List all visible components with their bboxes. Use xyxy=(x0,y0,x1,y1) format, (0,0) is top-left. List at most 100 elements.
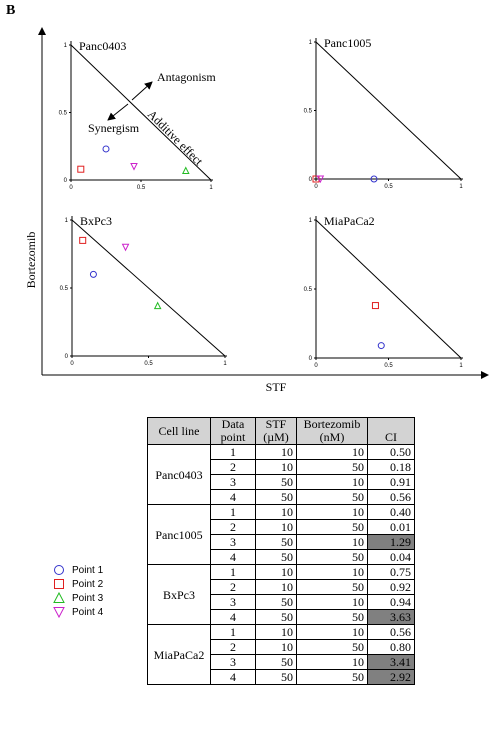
subplot-4: 0 0.5 1 0 0.5 1 MiaPaCa2 xyxy=(304,214,464,369)
x-tick-label: 0 xyxy=(70,361,74,367)
ci-cell: 0.56 xyxy=(367,624,415,640)
bortezomib-cell: 50 xyxy=(296,609,368,625)
y-tick-label: 1 xyxy=(65,218,69,224)
x-tick-label: 1 xyxy=(209,185,213,191)
subplot-title: Panc0403 xyxy=(79,39,126,53)
data-point-point-2 xyxy=(77,165,85,173)
subplot-2: 0 0.5 1 0 0.5 1 Panc1005 xyxy=(304,36,464,190)
data-point-cell: 3 xyxy=(210,534,256,550)
bortezomib-cell: 50 xyxy=(296,459,368,475)
legend-label: Point 1 xyxy=(72,564,104,576)
x-tick-label: 0.5 xyxy=(384,184,393,190)
ci-cell: 0.04 xyxy=(367,549,415,565)
data-point-point-1 xyxy=(102,145,110,153)
bortezomib-cell: 50 xyxy=(296,519,368,535)
x-tick-label: 0.5 xyxy=(384,363,393,369)
stf-cell: 10 xyxy=(255,504,297,520)
y-tick-label: 0 xyxy=(64,178,68,184)
bortezomib-cell: 50 xyxy=(296,489,368,505)
figure-y-label: Bortezomib xyxy=(24,232,38,289)
subplot-title: BxPc3 xyxy=(80,214,112,228)
bortezomib-cell: 50 xyxy=(296,639,368,655)
square-marker-icon xyxy=(54,579,64,589)
subplot-1: 0 0.5 1 0 0.5 1 Panc0403 xyxy=(59,39,214,191)
data-point-point-4 xyxy=(121,243,130,252)
legend-item-point-2: Point 2 xyxy=(52,577,142,591)
data-point-point-1 xyxy=(377,342,385,350)
ci-cell: 3.63 xyxy=(367,609,415,625)
data-point-point-3 xyxy=(153,301,162,310)
bortezomib-cell: 50 xyxy=(296,579,368,595)
additive-line xyxy=(70,44,212,181)
data-point-cell: 4 xyxy=(210,549,256,565)
bortezomib-cell: 10 xyxy=(296,654,368,670)
table-row: 2 10 50 0.18 xyxy=(148,459,415,475)
data-point-cell: 1 xyxy=(210,504,256,520)
table-body: Panc0403 1 10 10 0.50 2 10 50 0.18 3 50 10 0.91 4 50 50… xyxy=(147,444,415,685)
table-header-row: Cell line Data point STF (µM) Bortezomib… xyxy=(147,417,415,445)
stf-cell: 50 xyxy=(255,534,297,550)
annotations: Antagonism Synergism Additive effect xyxy=(88,70,216,169)
legend-label: Point 3 xyxy=(72,592,104,604)
stf-cell: 50 xyxy=(255,594,297,610)
subplot-title: Panc1005 xyxy=(324,36,371,50)
data-point-cell: 4 xyxy=(210,669,256,685)
antagonism-arrow xyxy=(131,81,153,101)
ci-cell: 0.40 xyxy=(367,504,415,520)
data-point-cell: 4 xyxy=(210,609,256,625)
legend-label: Point 4 xyxy=(72,606,104,618)
additive-line xyxy=(315,219,462,359)
bortezomib-cell: 10 xyxy=(296,534,368,550)
x-tick-label: 1 xyxy=(223,361,227,367)
additive-line xyxy=(71,219,226,357)
ci-cell: 0.56 xyxy=(367,489,415,505)
y-tick-label: 0 xyxy=(309,356,313,362)
ci-cell: 0.18 xyxy=(367,459,415,475)
stf-cell: 10 xyxy=(255,564,297,580)
data-point-point-1 xyxy=(89,270,97,278)
stf-cell: 10 xyxy=(255,444,297,460)
panel-letter: B xyxy=(6,3,16,18)
table-row: Panc1005 1 10 10 0.40 xyxy=(147,504,415,565)
stf-cell: 10 xyxy=(255,519,297,535)
bortezomib-cell: 50 xyxy=(296,549,368,565)
legend-item-point-3: Point 3 xyxy=(52,591,142,605)
circle-marker-icon xyxy=(54,565,64,575)
data-point-cell: 2 xyxy=(210,459,256,475)
data-point-cell: 2 xyxy=(210,579,256,595)
data-point-point-2 xyxy=(371,302,379,310)
data-point-cell: 3 xyxy=(210,594,256,610)
bortezomib-cell: 10 xyxy=(296,624,368,640)
table-row: BxPc3 1 10 10 0.75 xyxy=(147,564,415,625)
ci-cell: 0.80 xyxy=(367,639,415,655)
header-stf: STF (µM) xyxy=(255,417,297,445)
ci-cell: 0.01 xyxy=(367,519,415,535)
stf-cell: 50 xyxy=(255,489,297,505)
data-point-cell: 1 xyxy=(210,444,256,460)
synergism-arrow xyxy=(107,103,129,121)
ci-cell: 0.92 xyxy=(367,579,415,595)
ci-table: Cell line Data point STF (µM) Bortezomib… xyxy=(147,417,415,685)
stf-cell: 10 xyxy=(255,624,297,640)
legend: Point 1 Point 2 Point 3 Point 4 xyxy=(52,563,142,619)
header-ci: CI xyxy=(367,417,415,445)
x-tick-label: 0 xyxy=(69,185,73,191)
figure-x-label: STF xyxy=(266,380,287,394)
triangle-up-marker-icon xyxy=(53,591,65,603)
bortezomib-cell: 10 xyxy=(296,594,368,610)
data-point-cell: 1 xyxy=(210,564,256,580)
x-tick-label: 0.5 xyxy=(137,185,146,191)
cell-line-name: Panc0403 xyxy=(147,444,211,505)
ci-cell: 0.50 xyxy=(367,444,415,460)
data-point-cell: 2 xyxy=(210,639,256,655)
data-point-cell: 2 xyxy=(210,519,256,535)
bortezomib-cell: 50 xyxy=(296,669,368,685)
header-cell-line: Cell line xyxy=(147,417,211,445)
cell-line-name: MiaPaCa2 xyxy=(147,624,211,685)
data-point-point-2 xyxy=(79,236,87,244)
y-tick-label: 0 xyxy=(309,177,313,183)
x-tick-label: 1 xyxy=(459,184,463,190)
stf-cell: 50 xyxy=(255,474,297,490)
stf-cell: 10 xyxy=(255,639,297,655)
bortezomib-cell: 10 xyxy=(296,474,368,490)
